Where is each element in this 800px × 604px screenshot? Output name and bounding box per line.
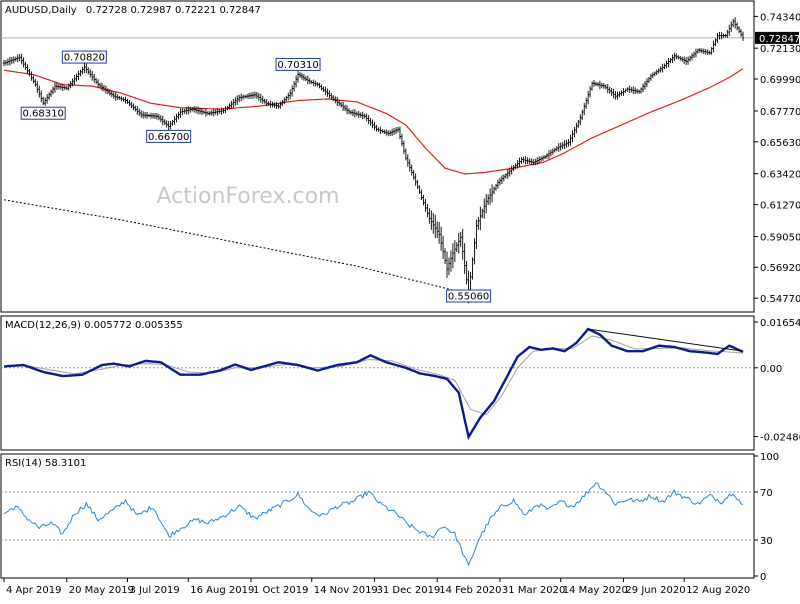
macd-trendline <box>588 328 744 352</box>
date-tick-label: 29 Jun 2020 <box>625 585 685 596</box>
date-tick-label: 16 Aug 2019 <box>190 585 254 596</box>
price-tick-label: 0.65630 <box>760 138 800 149</box>
date-tick-label: 31 Dec 2019 <box>376 585 440 596</box>
macd-tick-label: 0.00 <box>760 364 782 375</box>
ohlc-label: 0.72728 0.72987 0.72221 0.72847 <box>86 5 261 16</box>
axes: 0.74340 0.72130 0.69990 0.67770 0.65630 0.634… <box>3 12 800 596</box>
price-bars <box>2 17 745 304</box>
price-tick-label: 0.67770 <box>760 107 800 118</box>
macd-tick-label: -0.02486 <box>760 433 800 444</box>
rsi-tick-label: 0 <box>760 572 766 583</box>
rsi-tick-label: 100 <box>760 452 779 463</box>
date-tick-label: 3 Jul 2019 <box>129 585 179 596</box>
rsi-line <box>3 482 744 567</box>
macd-line <box>3 327 744 441</box>
swing-label-box <box>275 57 321 71</box>
swing-label-text: 0.70820 <box>64 53 105 64</box>
date-tick-label: 1 Oct 2019 <box>253 585 308 596</box>
date-tick-label: 14 Nov 2019 <box>314 585 378 596</box>
swing-label-text: 0.68310 <box>23 109 64 120</box>
swing-label-box <box>146 129 192 143</box>
swing-label: 0.70820 <box>61 50 107 64</box>
macd-panel-title: MACD(12,26,9) 0.005772 0.005355 <box>5 320 183 331</box>
price-tick-label: 0.63420 <box>760 170 800 181</box>
swing-label: 0.70310 <box>275 57 321 71</box>
date-tick-label: 20 May 2019 <box>69 585 134 596</box>
rsi-panel-frame <box>0 453 755 579</box>
price-panel-frame <box>0 0 755 313</box>
macd-series <box>1 327 754 441</box>
date-tick-label: 12 Aug 2020 <box>686 585 750 596</box>
date-tick-label: 4 Apr 2019 <box>6 585 61 596</box>
price-panel-title: AUDUSD,Daily 0.72728 0.72987 0.72221 0.7… <box>5 5 261 16</box>
swing-label: 0.66700 <box>146 129 192 143</box>
swing-label-text: 0.66700 <box>148 132 189 143</box>
price-tick-label: 0.59050 <box>760 233 800 244</box>
swing-label-box <box>446 289 492 303</box>
swing-label-text: 0.70310 <box>277 60 318 71</box>
macd-signal-line <box>4 335 744 416</box>
swing-label: 0.55060 <box>446 289 492 303</box>
rsi-tick-label: 30 <box>760 536 773 547</box>
swing-label-text: 0.55060 <box>448 292 489 303</box>
rsi-tick-label: 70 <box>760 488 773 499</box>
swing-label: 0.68310 <box>20 106 66 120</box>
rsi-panel-title: RSI(14) 58.3101 <box>5 458 86 469</box>
macd-tick-label: 0.01654 <box>760 318 800 329</box>
date-tick-label: 31 Mar 2020 <box>502 585 565 596</box>
price-tick-label: 0.72130 <box>760 44 800 55</box>
swing-label-box <box>61 50 107 64</box>
macd-panel-frame <box>0 315 755 451</box>
symbol-label: AUDUSD,Daily <box>5 5 77 16</box>
price-tick-label: 0.61270 <box>760 201 800 212</box>
rsi-series <box>1 482 754 567</box>
price-tick-label: 0.56920 <box>760 263 800 274</box>
last-price-label: 0.72847 <box>759 34 800 45</box>
swing-label-box <box>20 106 66 120</box>
last-price-box <box>755 31 799 44</box>
watermark: ActionForex.com <box>157 184 340 209</box>
date-tick-label: 14 Feb 2020 <box>439 585 501 596</box>
price-tick-label: 0.54770 <box>760 294 800 305</box>
date-tick-label: 14 May 2020 <box>563 585 628 596</box>
price-tick-label: 0.69990 <box>760 75 800 86</box>
price-series: 0.70820 0.68310 0.66700 0.70310 0.55060 <box>1 17 754 304</box>
price-tick-label: 0.74340 <box>760 12 800 23</box>
ma-fast-line <box>3 68 744 175</box>
